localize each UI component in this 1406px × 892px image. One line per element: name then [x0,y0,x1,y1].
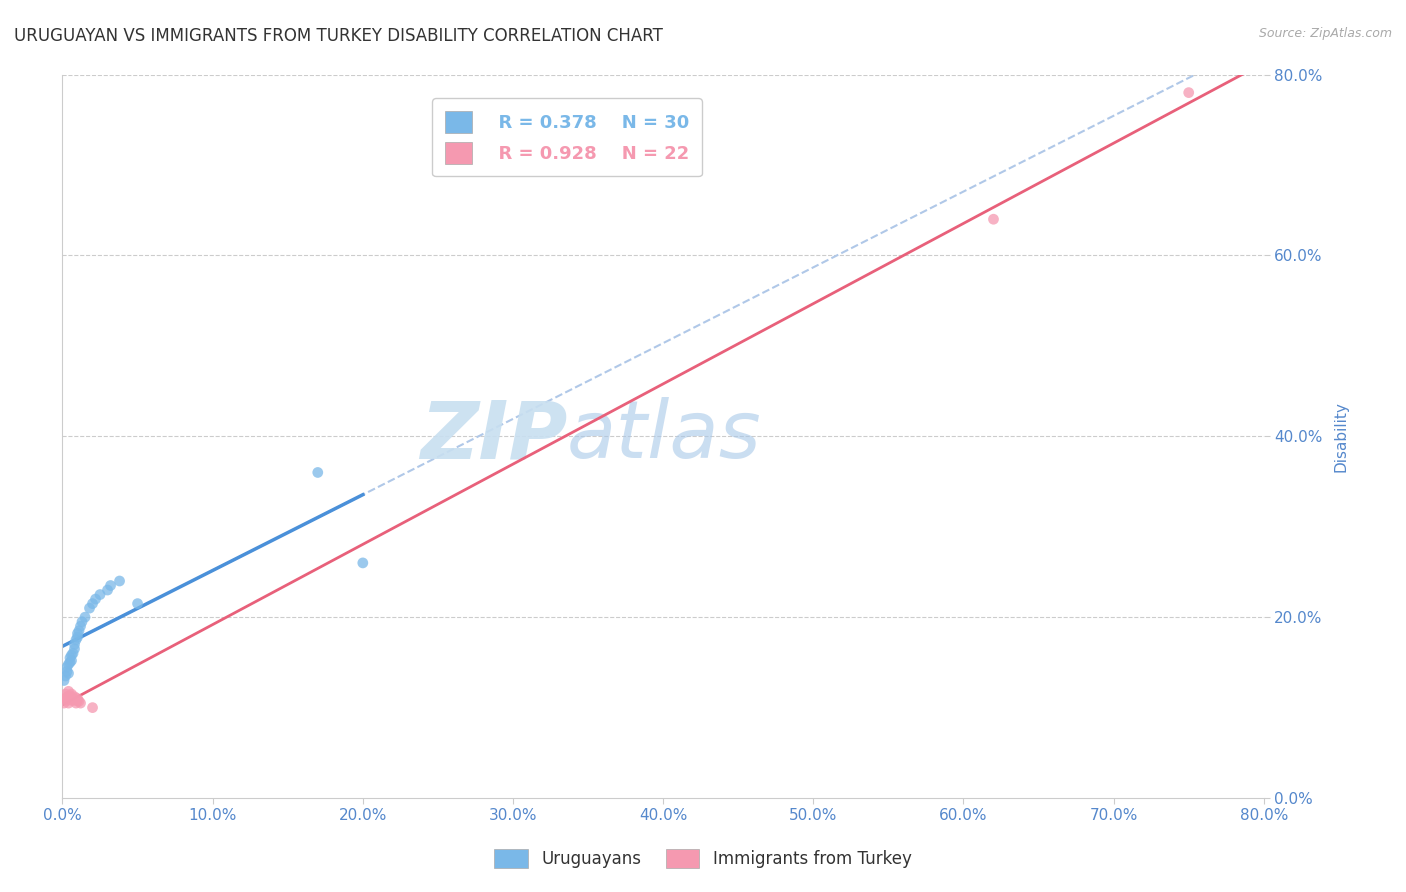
Point [60,648,83,662]
Point [55,669,77,683]
Point [82,597,104,611]
Point [84,592,107,607]
Point [62,646,84,660]
Text: URUGUAYAN VS IMMIGRANTS FROM TURKEY DISABILITY CORRELATION CHART: URUGUAYAN VS IMMIGRANTS FROM TURKEY DISA… [14,27,664,45]
Point [108,574,131,588]
Point [62,691,84,706]
Point [70,615,93,629]
Point [58,666,80,681]
Point [66,693,89,707]
Point [55,687,77,701]
Point [56,660,79,674]
Point [307,466,329,480]
Point [58,657,80,672]
Point [66,691,89,706]
Legend:   R = 0.378    N = 30,   R = 0.928    N = 22: R = 0.378 N = 30, R = 0.928 N = 22 [432,98,702,177]
Point [82,700,104,714]
Point [100,578,122,592]
Point [69,619,91,633]
Point [56,665,79,679]
Point [60,693,83,707]
Point [66,630,89,644]
Point [983,212,1005,227]
Text: Source: ZipAtlas.com: Source: ZipAtlas.com [1258,27,1392,40]
Point [67,624,90,638]
Point [1177,86,1199,100]
Point [96,582,118,597]
Point [69,696,91,710]
Point [127,597,149,611]
Point [59,691,82,706]
Point [63,693,86,707]
Point [56,693,79,707]
Point [63,690,86,704]
Point [53,673,76,688]
Point [55,691,77,706]
Point [79,601,101,615]
Point [352,556,374,570]
Point [65,632,87,647]
Point [59,689,82,703]
Text: atlas: atlas [567,397,762,475]
Point [58,696,80,710]
Point [67,694,90,708]
Point [60,654,83,668]
Point [59,656,82,670]
Text: ZIP: ZIP [419,397,567,475]
Point [58,684,80,698]
Point [66,626,89,640]
Point [63,641,86,656]
Point [73,610,96,624]
Point [65,696,87,710]
Point [63,637,86,651]
Point [53,696,76,710]
Point [59,651,82,665]
Point [89,588,111,602]
Point [60,687,83,701]
Legend: Uruguayans, Immigrants from Turkey: Uruguayans, Immigrants from Turkey [488,842,918,875]
Point [56,690,79,704]
Y-axis label: Disability: Disability [1334,401,1348,472]
